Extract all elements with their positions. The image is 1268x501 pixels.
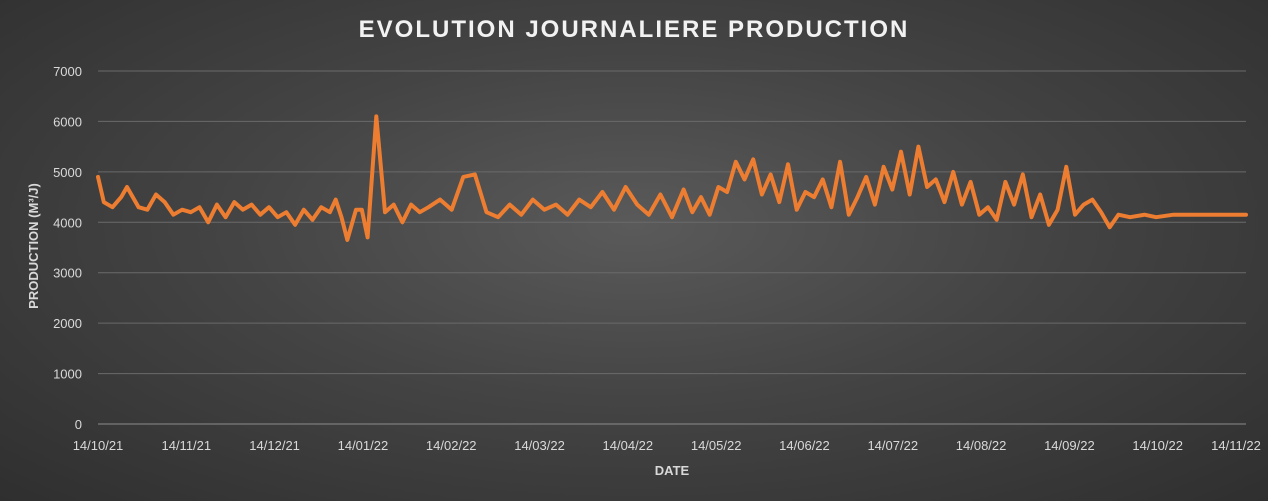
y-tick-label: 2000 <box>53 316 82 331</box>
x-tick-label: 14/09/22 <box>1044 438 1095 453</box>
x-tick-label: 14/06/22 <box>779 438 830 453</box>
x-tick-label: 14/12/21 <box>249 438 300 453</box>
y-tick-labels: 0 1000 2000 3000 4000 5000 6000 7000 <box>53 64 82 432</box>
y-tick-label: 0 <box>75 417 82 432</box>
x-tick-label: 14/01/22 <box>338 438 389 453</box>
y-tick-label: 5000 <box>53 165 82 180</box>
x-tick-labels: 14/10/21 14/11/21 14/12/21 14/01/22 14/02/22… <box>73 438 1261 453</box>
x-tick-label: 14/11/21 <box>161 438 211 453</box>
x-tick-label: 14/05/22 <box>691 438 742 453</box>
x-tick-label: 14/04/22 <box>603 438 654 453</box>
x-tick-label: 14/08/22 <box>956 438 1007 453</box>
y-tick-label: 1000 <box>53 367 82 382</box>
x-tick-label: 14/02/22 <box>426 438 477 453</box>
production-series-line <box>96 114 1248 242</box>
y-tick-label: 7000 <box>53 64 82 79</box>
y-tick-label: 4000 <box>53 215 82 230</box>
x-tick-label: 14/03/22 <box>514 438 565 453</box>
y-tick-label: 6000 <box>53 114 82 129</box>
gridlines <box>98 70 1246 425</box>
x-axis-label: DATE <box>655 463 690 478</box>
x-tick-label: 14/10/22 <box>1132 438 1183 453</box>
x-tick-label: 14/11/22 <box>1211 438 1261 453</box>
chart-title: EVOLUTION JOURNALIERE PRODUCTION <box>358 16 910 43</box>
y-axis-label: PRODUCTION (M³/J) <box>26 183 41 309</box>
x-tick-label: 14/07/22 <box>867 438 918 453</box>
x-tick-label: 14/10/21 <box>73 438 124 453</box>
y-tick-label: 3000 <box>53 266 82 281</box>
